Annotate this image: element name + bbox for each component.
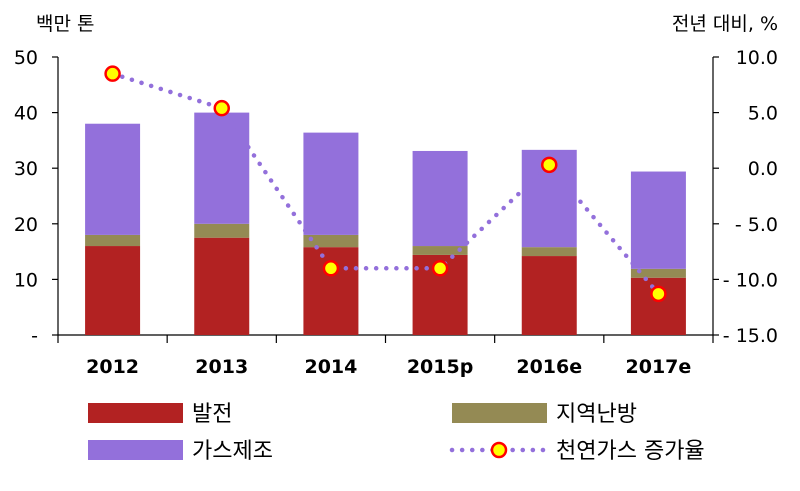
left-tick-label: 30 (14, 158, 38, 180)
x-tick-label: 2017e (626, 356, 692, 378)
x-tick-label: 2015p (407, 356, 473, 378)
bar-segment (412, 150, 468, 247)
legend-marker (490, 441, 508, 459)
growth-point (650, 285, 667, 303)
bar-segment (521, 256, 577, 335)
x-tick-label: 2014 (304, 356, 357, 378)
left-tick-label: 20 (14, 214, 38, 236)
bar-segment (630, 268, 686, 278)
x-tick-label: 2013 (195, 356, 248, 378)
legend-label: 천연가스 증가율 (556, 439, 705, 464)
bar-segment (194, 223, 250, 238)
bar-segment (194, 237, 250, 335)
growth-point (322, 260, 340, 277)
bar-segment (303, 234, 359, 248)
legend-label: 가스제조 (192, 439, 273, 464)
right-axis-unit: 전년 대비, % (672, 13, 778, 35)
bar-segment (630, 171, 686, 269)
left-tick-label: 40 (14, 103, 38, 125)
growth-point (431, 260, 449, 277)
bar-segment (85, 234, 141, 247)
right-tick-label: - 10.0 (723, 269, 778, 291)
legend-label: 지역난방 (556, 402, 637, 427)
bar-segment (303, 132, 359, 235)
left-tick-label: - (31, 325, 38, 347)
axes: 백만 톤 전년 대비, % - 10 20 30 40 50 - 15.0 - 10.0 - 5.0… (14, 13, 778, 378)
bars (85, 112, 686, 335)
growth-line-path (110, 71, 661, 297)
left-axis-unit: 백만 톤 (36, 13, 94, 35)
x-tick-label: 2016e (516, 356, 582, 378)
legend-swatch (452, 403, 547, 423)
growth-point (541, 156, 558, 174)
x-tick-label: 2012 (86, 356, 139, 378)
bar-segment (85, 123, 141, 235)
right-tick-label: - 15.0 (723, 325, 778, 347)
right-tick-label: 10.0 (736, 47, 778, 69)
legend-label: 발전 (192, 402, 232, 427)
legend-swatch (88, 403, 183, 423)
bar-segment (412, 246, 468, 255)
growth-point (213, 99, 230, 117)
right-tick-label: 5.0 (748, 103, 778, 125)
left-tick-label: 50 (14, 47, 38, 69)
bar-segment (521, 247, 577, 257)
legend-swatch (88, 440, 183, 460)
growth-point (104, 65, 121, 82)
right-tick-label: 0.0 (748, 158, 778, 180)
bar-segment (194, 112, 250, 224)
growth-line (104, 65, 667, 303)
bar-segment (85, 246, 141, 335)
right-tick-label: - 5.0 (735, 214, 778, 236)
left-tick-label: 10 (14, 269, 38, 291)
